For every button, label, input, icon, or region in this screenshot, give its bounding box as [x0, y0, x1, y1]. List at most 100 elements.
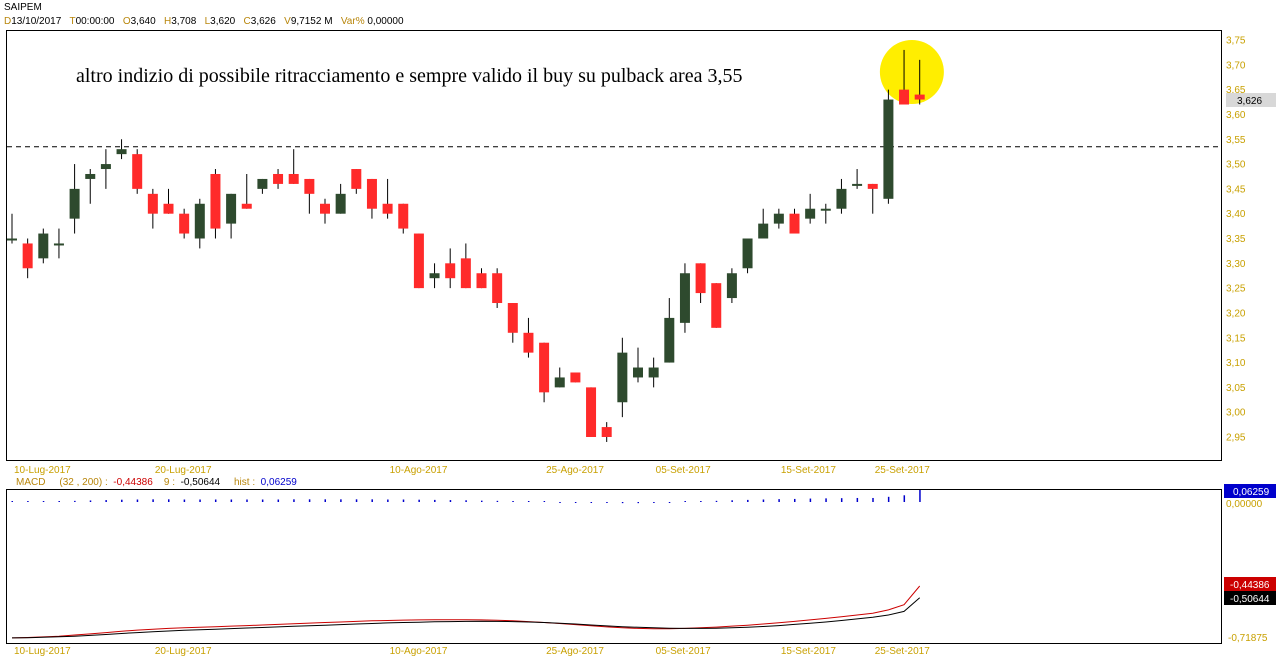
y-tick-label: 3,35 [1226, 234, 1246, 245]
candle [22, 238, 33, 279]
volume-label: V [284, 16, 291, 27]
hist-bar [27, 501, 29, 502]
candle-body-down [413, 233, 424, 289]
candle [210, 169, 221, 239]
candle [586, 387, 597, 437]
candle [69, 164, 80, 234]
date-label: D [4, 16, 12, 27]
candle [914, 59, 925, 105]
candle-body-down [570, 372, 581, 383]
candle-body-up [836, 188, 847, 209]
candle [664, 298, 675, 363]
candle [852, 169, 863, 189]
candle [320, 198, 330, 224]
candle [460, 243, 471, 289]
candle-body-down [445, 263, 456, 279]
candle [194, 198, 205, 249]
x-axis-label: 10-Lug-2017 [14, 465, 71, 476]
hist-bar [449, 500, 452, 502]
hist-bar [794, 498, 796, 502]
x-axis-label: 10-Ago-2017 [390, 465, 448, 476]
candle [85, 169, 96, 204]
macd-x-axis-label: 20-Lug-2017 [155, 646, 212, 657]
hist-bar [825, 498, 827, 502]
candle [539, 342, 550, 403]
candle [476, 268, 487, 289]
low-label: L [204, 16, 211, 27]
macd-params: (32 , 200) [59, 477, 103, 488]
candle-body-up [100, 164, 111, 170]
candle [132, 149, 143, 194]
candle [789, 208, 800, 234]
hist-bar [887, 496, 890, 502]
candle-body-up [194, 203, 205, 239]
candle-body-down [914, 94, 925, 100]
candle-body-down [132, 154, 143, 189]
hist-bar [355, 499, 358, 502]
hist-bar [418, 499, 420, 502]
candle-body-down [476, 273, 487, 289]
candle-body-up [648, 367, 659, 378]
hist-bar [230, 499, 233, 502]
x-axis-label: 25-Ago-2017 [546, 465, 604, 476]
macd-panel-frame [6, 489, 1222, 644]
candle-body-up [85, 173, 96, 179]
high-value: 3,708 [171, 16, 197, 27]
var-value: 0,00000 [367, 16, 404, 27]
candle [695, 263, 706, 304]
hist-label: hist [233, 477, 250, 488]
candle-body-up [335, 193, 346, 214]
signal-line [11, 597, 921, 639]
time-value: 00:00:00 [75, 16, 115, 27]
hist-bar [199, 499, 201, 502]
candle-body-down [179, 213, 190, 234]
candle-body-down [288, 173, 299, 184]
candle [304, 178, 315, 214]
hist-bar [371, 499, 373, 502]
hist-bar [42, 501, 45, 502]
candle-body-down [398, 203, 409, 229]
close-label: C [243, 16, 251, 27]
hist-bar [58, 501, 60, 502]
candle-body-down [320, 203, 330, 214]
candle-body-down [273, 173, 284, 184]
candle [335, 183, 346, 214]
candle [601, 422, 612, 442]
hist-bar [762, 499, 765, 502]
y-tick-label: 3,20 [1226, 308, 1246, 319]
last-price-tag-bg [1226, 93, 1276, 107]
y-tick-label: 3,45 [1226, 184, 1246, 195]
candle-body-up [664, 317, 675, 363]
candle [351, 169, 362, 194]
candle-body-down [695, 263, 706, 294]
candle [742, 238, 753, 274]
low-value: 3,620 [210, 16, 236, 27]
hist-bar [559, 502, 561, 503]
candle [883, 89, 894, 204]
hist-tag-bg [1224, 484, 1276, 498]
signal-label: 9 [163, 477, 170, 488]
macd-sep1: : [104, 477, 108, 488]
candle [554, 367, 565, 388]
hist-bar [136, 499, 139, 502]
candle [633, 347, 643, 383]
hist-bar [89, 500, 92, 502]
hist-bar [402, 499, 405, 502]
x-axis-label: 25-Set-2017 [875, 465, 930, 476]
open-label: O [122, 16, 131, 27]
hist-bar [512, 501, 514, 502]
hist-bar [121, 499, 123, 502]
candle [805, 193, 816, 224]
hist-bar [434, 499, 436, 502]
hist-bar [637, 502, 639, 504]
y-tick-label: 3,60 [1226, 110, 1246, 121]
hist-bar [684, 501, 686, 502]
candle [758, 208, 769, 239]
candle-body-down [601, 427, 612, 437]
hist-bar [543, 501, 546, 502]
volume-value: 9,7152 M [290, 16, 333, 27]
hist-bar [574, 502, 577, 503]
hist-bar [168, 499, 170, 502]
candle [38, 228, 49, 264]
